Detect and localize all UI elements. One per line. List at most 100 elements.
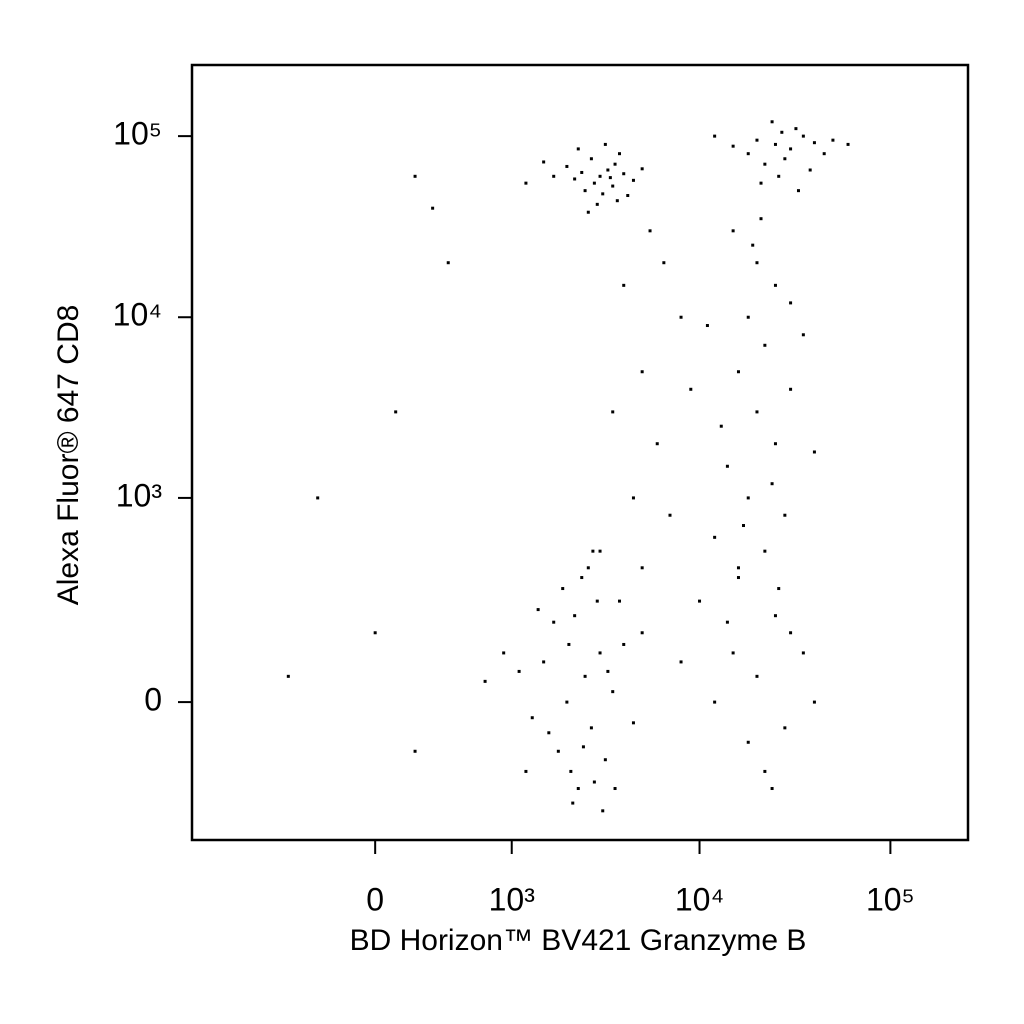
data-point [698, 599, 702, 603]
data-point [581, 745, 585, 749]
data-point [725, 620, 729, 624]
data-point [373, 631, 377, 635]
data-point [783, 513, 787, 517]
data-point [736, 370, 740, 374]
data-point [759, 181, 763, 185]
data-point [731, 144, 735, 148]
data-point [736, 566, 740, 570]
data-point [542, 660, 546, 664]
data-point [565, 700, 569, 704]
data-point [640, 631, 644, 635]
data-point [552, 620, 556, 624]
data-point [789, 147, 793, 151]
data-point [561, 587, 565, 591]
data-point [640, 167, 644, 171]
x-tick-label: 10³ [489, 881, 536, 917]
data-point [565, 164, 569, 168]
data-point [626, 194, 630, 198]
data-point [598, 651, 602, 655]
data-point [622, 283, 626, 287]
data-point [611, 690, 615, 694]
data-point [530, 716, 534, 720]
data-point [606, 669, 610, 673]
data-point [679, 660, 683, 664]
data-point [846, 142, 850, 146]
data-point [576, 147, 580, 151]
data-point [801, 134, 805, 138]
data-point [713, 134, 717, 138]
data-point [611, 410, 615, 414]
data-point [763, 769, 767, 773]
data-point [618, 599, 622, 603]
data-point [713, 535, 717, 539]
data-point [595, 202, 599, 206]
data-point [413, 749, 417, 753]
data-point [780, 130, 784, 134]
y-tick-label: 10⁵ [113, 116, 162, 152]
data-point [822, 152, 826, 156]
data-point [746, 740, 750, 744]
data-point [524, 769, 528, 773]
y-tick-label: 0 [144, 682, 162, 718]
data-point [603, 142, 607, 146]
data-point [668, 513, 672, 517]
data-point [789, 631, 793, 635]
data-point [618, 152, 622, 156]
data-point [622, 642, 626, 646]
data-point [763, 162, 767, 166]
data-point [648, 229, 652, 233]
data-point [567, 642, 571, 646]
data-point [770, 482, 774, 486]
data-point [808, 168, 812, 172]
data-point [763, 343, 767, 347]
data-point [394, 410, 398, 414]
data-point [603, 758, 607, 762]
data-point [655, 442, 659, 446]
data-point [542, 160, 546, 164]
x-tick-label: 0 [366, 881, 384, 917]
data-point [801, 651, 805, 655]
data-point [592, 181, 596, 185]
data-point [601, 192, 605, 196]
data-point [316, 496, 320, 500]
data-point [571, 801, 575, 805]
data-point [751, 243, 755, 247]
data-point [569, 769, 573, 773]
plot-frame [190, 63, 970, 842]
data-point [770, 787, 774, 791]
data-point [777, 587, 781, 591]
data-point [601, 809, 605, 813]
data-point [622, 172, 626, 176]
data-point [446, 261, 450, 265]
data-point [502, 651, 506, 655]
data-point [812, 450, 816, 454]
data-point [812, 141, 816, 145]
data-point [796, 189, 800, 193]
data-point [608, 176, 612, 180]
data-point [763, 549, 767, 553]
data-point [613, 162, 617, 166]
data-point [812, 700, 816, 704]
data-point [483, 679, 487, 683]
x-tick-label: 10⁴ [675, 881, 724, 917]
data-point [524, 181, 528, 185]
data-point [583, 189, 587, 193]
data-point [679, 315, 683, 319]
data-point [789, 387, 793, 391]
data-point [431, 206, 435, 210]
data-point [719, 424, 723, 428]
data-point [592, 780, 596, 784]
data-point [783, 726, 787, 730]
data-point [640, 566, 644, 570]
data-point [606, 168, 610, 172]
data-point [755, 410, 759, 414]
data-point [595, 599, 599, 603]
data-point [586, 210, 590, 214]
data-point [755, 261, 759, 265]
data-point [615, 199, 619, 203]
data-point [556, 749, 560, 753]
data-point [773, 142, 777, 146]
data-point [640, 370, 644, 374]
data-point [586, 566, 590, 570]
